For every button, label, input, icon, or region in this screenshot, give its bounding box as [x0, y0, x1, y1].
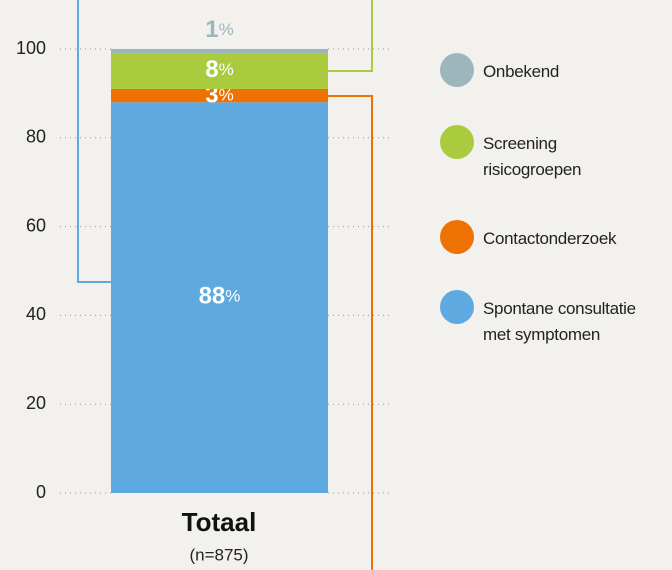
legend-item: Onbekend [440, 53, 672, 87]
legend-swatch [440, 125, 474, 159]
connector [328, 95, 373, 570]
value-label: 1% [205, 16, 233, 43]
bar-segment [111, 88, 328, 103]
legend-item: Spontane consultatie met symptomen [440, 290, 672, 348]
legend-label: Spontane consultatie met symptomen [483, 299, 636, 344]
legend-swatch [440, 220, 474, 254]
legend-label: Screening risicogroepen [483, 134, 582, 179]
y-tick-label: 20 [26, 393, 46, 413]
y-tick-label: 80 [26, 127, 46, 147]
connector [77, 0, 111, 283]
bar-segment [111, 49, 328, 54]
legend-label: Onbekend [483, 62, 560, 81]
y-tick-label: 0 [36, 482, 46, 502]
bar-segment [111, 53, 328, 89]
legend-item: Contactonderzoek [440, 220, 672, 254]
legend-swatch [440, 290, 474, 324]
category-note: (n=875) [189, 545, 248, 564]
y-tick-label: 100 [16, 38, 46, 58]
legend-label: Contactonderzoek [483, 229, 617, 248]
connector [328, 0, 373, 72]
bar-segment [111, 102, 328, 493]
category-label: Totaal [182, 507, 257, 537]
y-tick-label: 40 [26, 304, 46, 324]
y-tick-label: 60 [26, 215, 46, 235]
legend-swatch [440, 53, 474, 87]
legend-item: Screening risicogroepen [440, 125, 672, 183]
value-label: 8% [205, 57, 233, 84]
value-label: 88% [199, 283, 241, 310]
